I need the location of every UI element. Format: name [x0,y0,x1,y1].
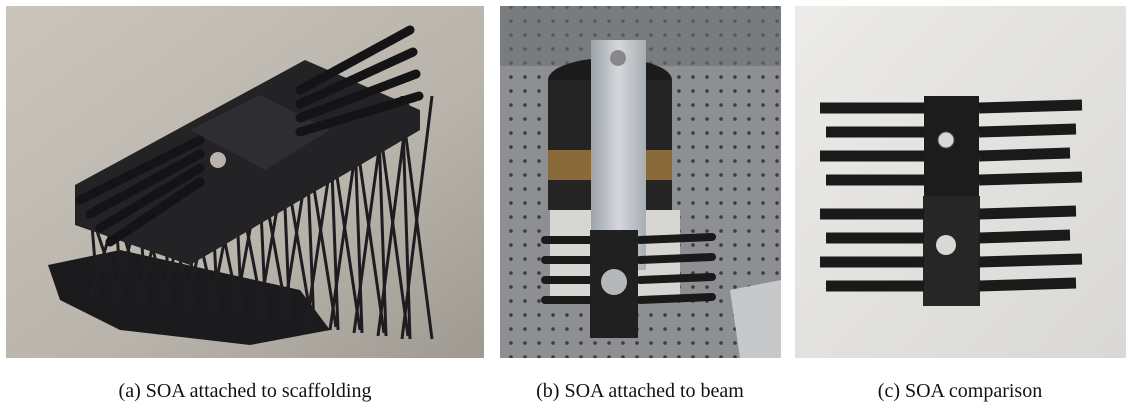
bar [636,293,716,304]
bar [95,163,205,233]
bar [295,25,415,95]
photo-beam [500,6,781,358]
bar [978,205,1077,220]
caption: (a) SOA attached to scaffolding [119,380,372,402]
photo-scaffolding [6,6,484,358]
bar [978,123,1077,138]
bar [636,233,716,244]
bar [978,277,1077,292]
bar [978,99,1083,114]
bar [636,273,716,284]
bar [978,253,1083,268]
strut [400,95,434,340]
bar [75,135,205,205]
bar [295,69,421,123]
bar [978,147,1071,162]
caption: (c) SOA comparison [878,380,1042,402]
bar [295,91,424,137]
bar [85,149,205,219]
bar [105,177,205,247]
photo-comparison [795,6,1126,358]
bar [978,171,1083,186]
bar [295,47,418,109]
bar [978,229,1071,244]
caption: (b) SOA attached to beam [536,380,744,402]
bar [636,253,716,264]
